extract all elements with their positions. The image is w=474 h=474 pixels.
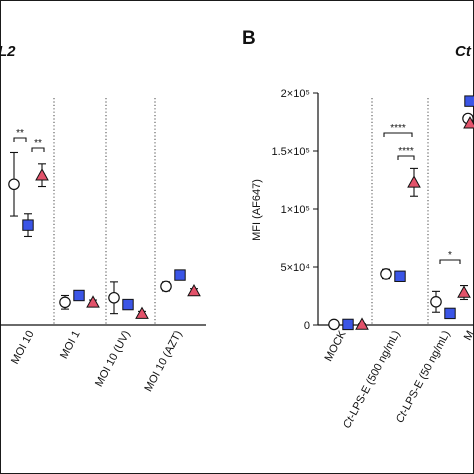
- panel-b-point-square-1: [394, 270, 406, 282]
- panel-b-title: Ct: [455, 43, 472, 60]
- panel-a-category-2: MOI 10 (UV): [93, 329, 133, 389]
- panel-b-sig-1-bracket: [383, 132, 413, 137]
- panel-b-sig-3-label: *: [448, 250, 452, 261]
- panel-b-category-1: Ct-LPS-E (500 ng/mL): [341, 329, 403, 431]
- panel-a-point-triangle-2: [135, 306, 149, 319]
- panel-a-category-3: MOI 10 (AZT): [142, 329, 184, 394]
- panel-b-sig-3-bracket: [439, 259, 461, 264]
- panel-a-point-square-0: [22, 219, 34, 231]
- panel-a-point-triangle-1: [86, 295, 100, 308]
- panel-a-title: L2: [0, 43, 16, 60]
- panel-b-point-circle-2: [430, 295, 442, 308]
- panel-b-y-tick-label-4: 2×10⁵: [281, 88, 310, 100]
- panel-b-y-label: MFI (AF647): [251, 179, 263, 241]
- panel-b-point-square-3: [464, 95, 474, 107]
- panel-b-point-square-2: [444, 307, 456, 320]
- panel-a-sig-1-label: **: [16, 128, 24, 139]
- panel-b-category-0: MOCK: [323, 328, 349, 363]
- panel-b: B Ct MFI (AF647): [242, 28, 474, 326]
- panel-b-point-triangle-1: [407, 175, 421, 188]
- panel-a-point-square-1: [73, 289, 85, 302]
- panel-b-point-circle-1: [380, 268, 392, 280]
- panel-a-point-circle-1: [59, 296, 71, 309]
- panel-a-point-circle-0: [8, 178, 20, 191]
- chart-marks: ****MOI 10 MOI 1 MOI 10 (UV) MOI 10 (AZT)05…: [8, 88, 474, 431]
- panel-a-category-1: MOI 1: [58, 329, 83, 361]
- panel-b-sig-1-label: ****: [390, 123, 406, 134]
- panel-a-category-0: MOI 10: [9, 329, 37, 366]
- panel-b-category-3: M: [462, 329, 474, 343]
- panel-b-point-triangle-2: [457, 285, 471, 298]
- panel-a-point-triangle-3: [187, 283, 201, 297]
- panel-a-point-triangle-0: [35, 168, 49, 181]
- panel-b-letter: B: [242, 28, 256, 49]
- panel-b-category-2: Ct-LPS-E (50 ng/mL): [394, 329, 453, 425]
- panel-b-sig-2-bracket: [397, 155, 415, 160]
- panel-b-point-square-0: [342, 318, 354, 331]
- panel-b-point-triangle-0: [355, 317, 369, 330]
- panel-b-sig-2-label: ****: [398, 146, 414, 157]
- panel-a-point-square-2: [122, 298, 134, 311]
- panel-a-sig-2-label: **: [34, 138, 42, 149]
- panel-b-y-tick-label-2: 1×10⁵: [281, 204, 310, 216]
- panel-b-y-tick-label-1: 5×10⁴: [280, 262, 310, 274]
- panel-b-point-triangle-3: [463, 116, 474, 129]
- panel-a-sig-1-bracket: [13, 137, 27, 142]
- panel-b-y-tick-label-0: 0: [304, 320, 310, 332]
- panel-a-point-circle-2: [108, 291, 120, 304]
- panel-a: L2: [0, 43, 206, 326]
- panel-a-point-square-3: [174, 269, 186, 281]
- panel-b-point-circle-0: [328, 318, 340, 331]
- panel-b-y-tick-label-3: 1.5×10⁵: [271, 146, 310, 158]
- panel-a-sig-2-bracket: [31, 147, 45, 152]
- panel-a-point-circle-3: [160, 280, 172, 293]
